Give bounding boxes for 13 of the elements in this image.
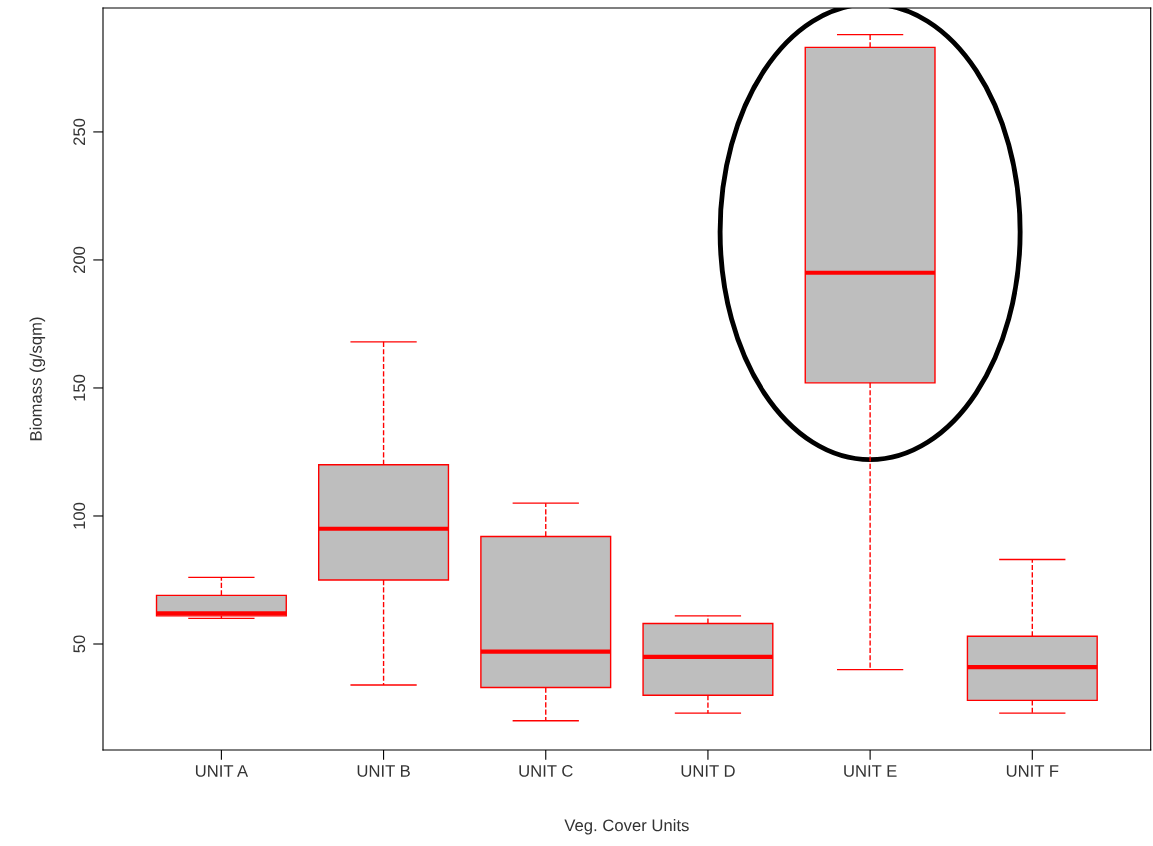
- y-tick-label: 150: [73, 374, 86, 401]
- x-tick-label: UNIT D: [681, 765, 735, 777]
- x-axis-title: Veg. Cover Units: [564, 819, 689, 835]
- y-axis-title: Biomass (g/sqm): [29, 317, 46, 441]
- x-tick-label: UNIT B: [357, 765, 410, 777]
- y-tick-label: 200: [73, 246, 86, 274]
- y-tick-label: 50: [73, 635, 86, 653]
- x-tick-label: UNIT E: [844, 765, 897, 777]
- y-tick-label: 250: [73, 118, 86, 145]
- x-tick-label: UNIT C: [519, 765, 573, 777]
- x-tick-label: UNIT A: [195, 765, 249, 777]
- y-tick-label: 100: [73, 502, 86, 529]
- x-tick-label: UNIT F: [1006, 765, 1059, 777]
